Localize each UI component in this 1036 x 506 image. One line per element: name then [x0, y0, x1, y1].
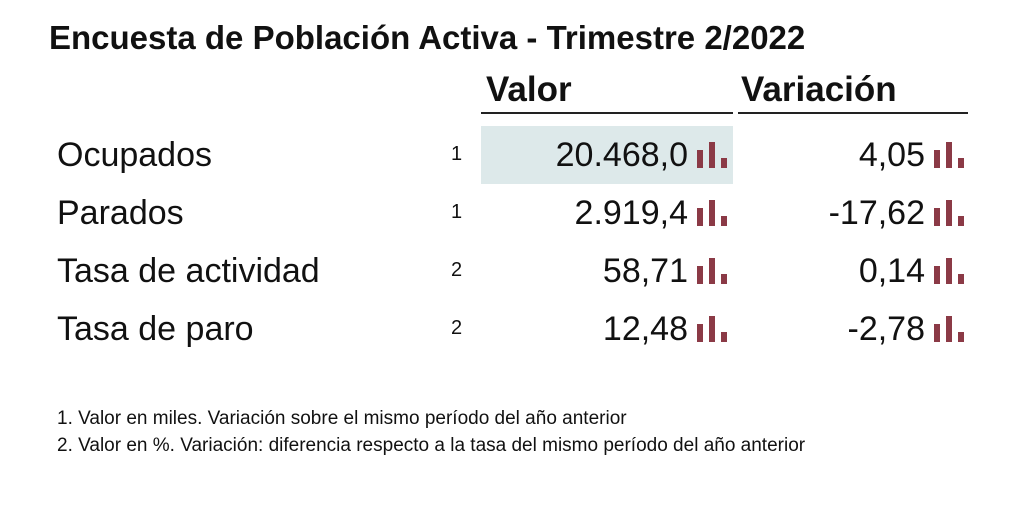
row-note-reference: 1 — [451, 143, 463, 165]
value-cell: 2.919,4 — [481, 184, 733, 242]
column-header-valor: Valor — [481, 70, 733, 114]
bar-chart-icon[interactable] — [697, 200, 727, 226]
value-cell: 20.468,0 — [481, 126, 733, 184]
value-text: 12,48 — [602, 309, 688, 348]
value-text: 58,71 — [602, 251, 688, 290]
bar-chart-icon[interactable] — [934, 200, 964, 226]
table-row: Tasa de actividad 2 58,71 0,14 — [0, 242, 1036, 300]
bar-chart-icon[interactable] — [697, 258, 727, 284]
bar-chart-icon[interactable] — [697, 142, 727, 168]
value-cell: 58,71 — [481, 242, 733, 300]
value-text: 2.919,4 — [574, 193, 688, 232]
row-note-reference: 2 — [451, 317, 463, 339]
variation-text: 0,14 — [858, 251, 925, 290]
bar-chart-icon[interactable] — [934, 316, 964, 342]
bar-chart-icon[interactable] — [697, 316, 727, 342]
value-cell: 12,48 — [481, 300, 733, 358]
row-label: Tasa de paro — [57, 310, 254, 348]
row-label: Tasa de actividad — [57, 252, 320, 290]
variation-cell: 4,05 — [738, 126, 968, 184]
table-row: Parados 1 2.919,4 -17,62 — [0, 184, 1036, 242]
row-label: Parados — [57, 194, 184, 232]
row-note-reference: 2 — [451, 259, 463, 281]
value-text: 20.468,0 — [555, 135, 688, 174]
variation-text: -2,78 — [847, 309, 926, 348]
bar-chart-icon[interactable] — [934, 258, 964, 284]
table-row: Ocupados 1 20.468,0 4,05 — [0, 126, 1036, 184]
variation-cell: 0,14 — [738, 242, 968, 300]
column-header-variacion: Variación — [738, 70, 968, 114]
footnote: 2. Valor en %. Variación: diferencia res… — [57, 435, 806, 456]
bar-chart-icon[interactable] — [934, 142, 964, 168]
row-note-reference: 1 — [451, 201, 463, 223]
variation-text: -17,62 — [828, 193, 925, 232]
footnotes: 1. Valor en miles. Variación sobre el mi… — [57, 405, 805, 459]
row-label: Ocupados — [57, 136, 212, 174]
table-row: Tasa de paro 2 12,48 -2,78 — [0, 300, 1036, 358]
variation-cell: -17,62 — [738, 184, 968, 242]
footnote: 1. Valor en miles. Variación sobre el mi… — [57, 408, 627, 429]
page-title: Encuesta de Población Activa - Trimestre… — [49, 19, 806, 56]
variation-text: 4,05 — [858, 135, 925, 174]
variation-cell: -2,78 — [738, 300, 968, 358]
